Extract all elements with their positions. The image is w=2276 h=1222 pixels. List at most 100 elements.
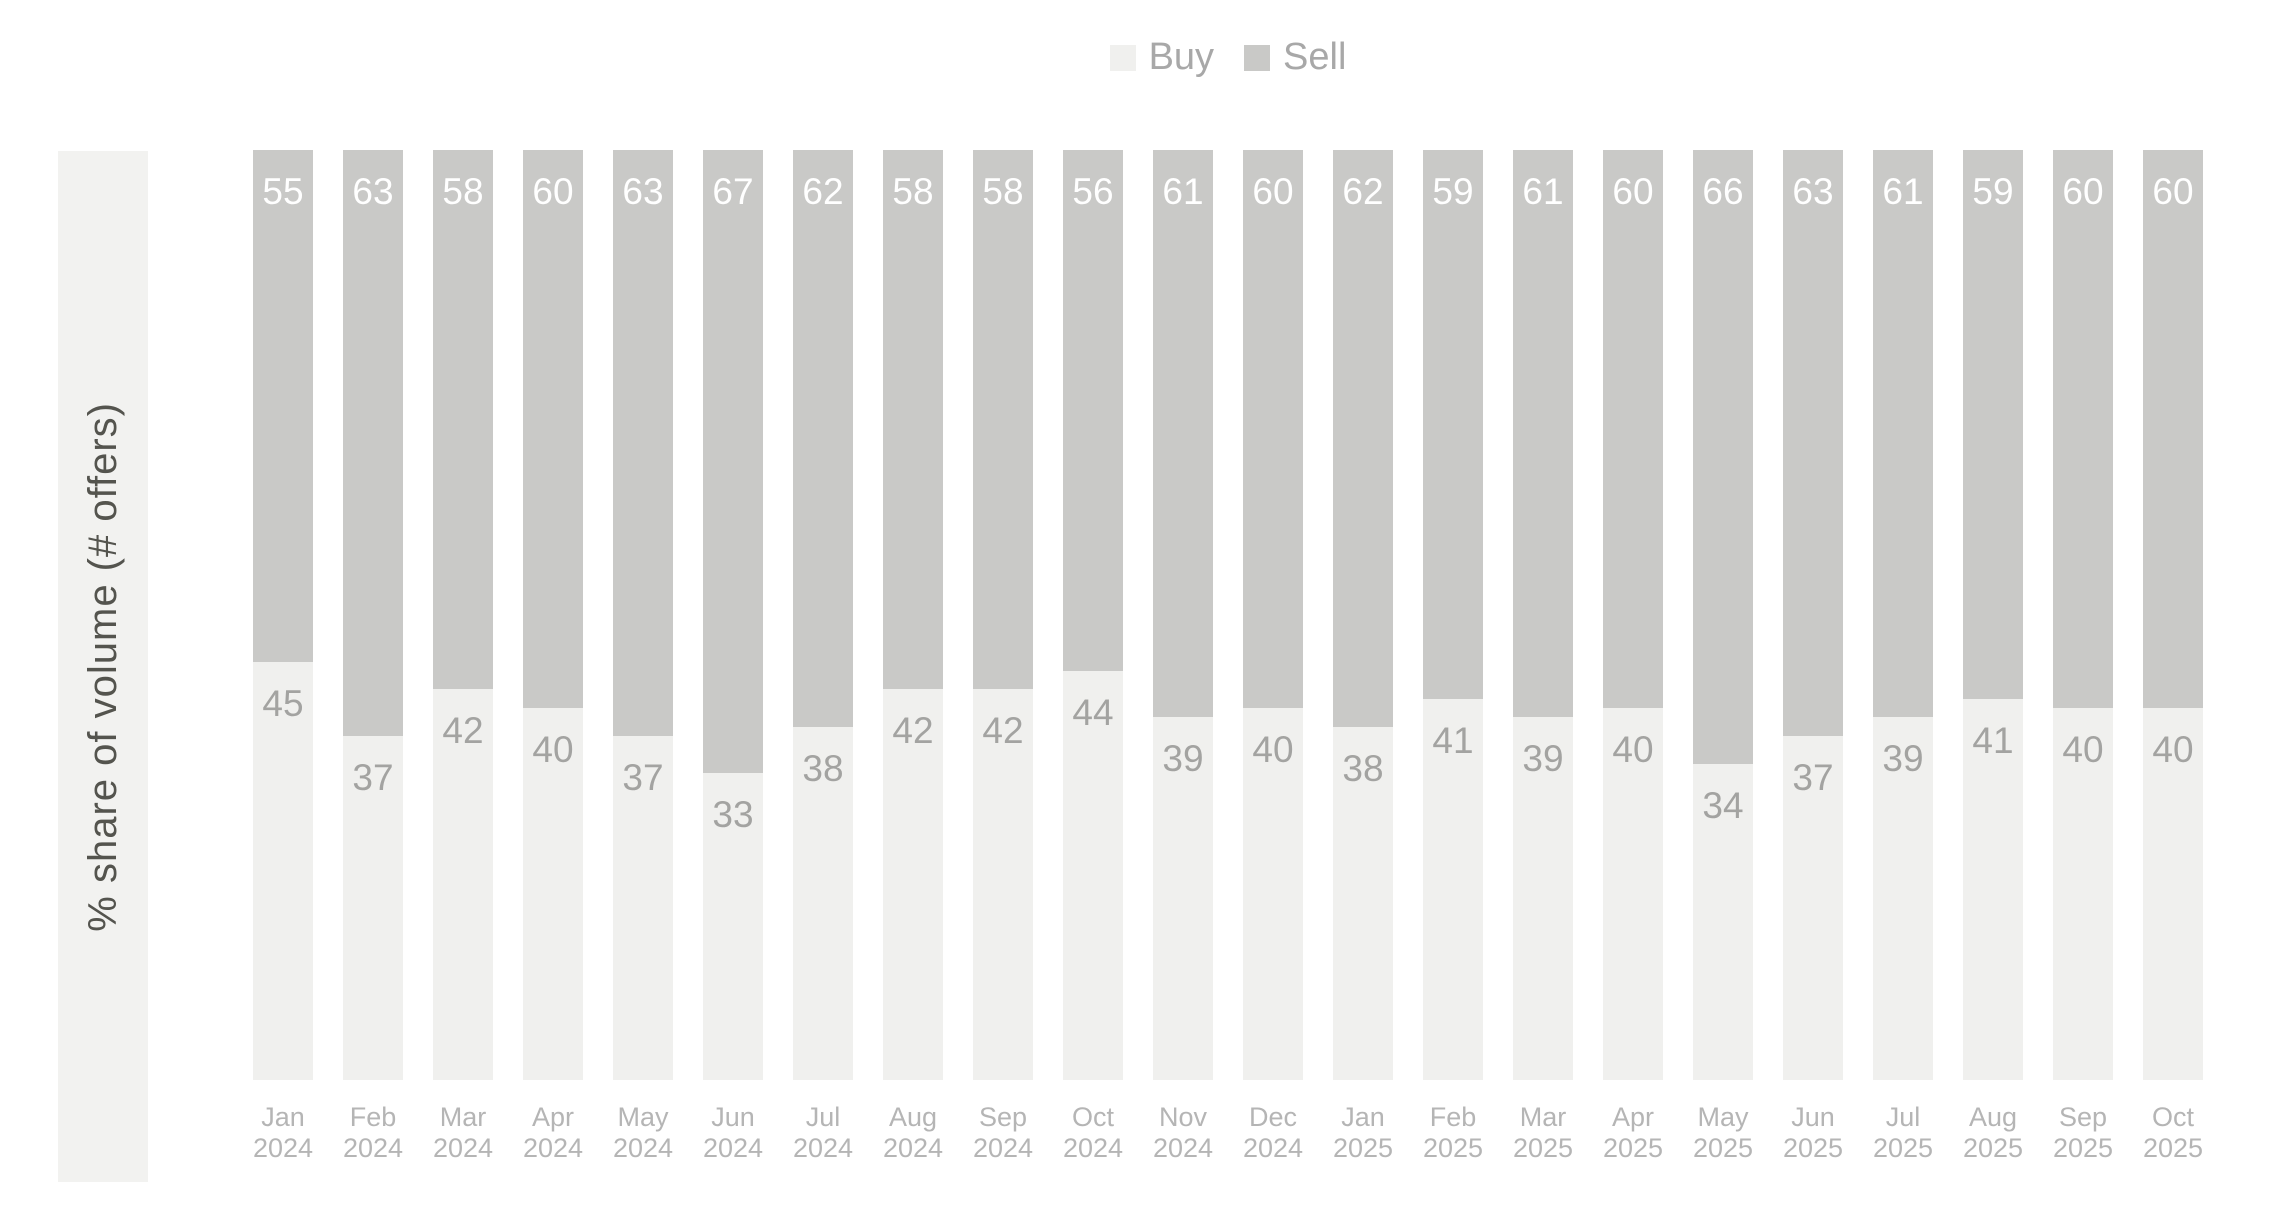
category-year: 2025 [1332,1133,1394,1163]
sell-segment-jul-2024: 62 [793,150,853,727]
sell-segment-aug-2025: 59 [1963,150,2023,699]
sell-segment-jan-2024: 55 [253,150,313,662]
buy-segment-dec-2024: 40 [1243,708,1303,1080]
buy-segment-feb-2025: 41 [1423,698,1483,1080]
sell-segment-apr-2024: 60 [523,150,583,708]
bar-sep-2024: 58 42 Sep 2024 [973,150,1033,1163]
buy-segment-jan-2024: 45 [253,661,313,1080]
y-axis-label: % share of volume (# offers) [80,401,125,932]
bar-aug-2025: 59 41 Aug 2025 [1963,150,2023,1163]
category-label-mar-2024: Mar 2024 [418,1102,508,1164]
sell-segment-apr-2025: 60 [1603,150,1663,708]
category-label-jul-2025: Jul 2025 [1858,1102,1948,1164]
category-label-jun-2025: Jun 2025 [1768,1102,1858,1164]
bar-jan-2025: 62 38 Jan 2025 [1333,150,1393,1163]
buy-segment-jul-2024: 38 [793,726,853,1080]
sell-segment-mar-2024: 58 [433,150,493,690]
category-label-apr-2025: Apr 2025 [1588,1102,1678,1164]
bar-jun-2024: 67 33 Jun 2024 [703,150,763,1163]
category-month: Apr [1611,1102,1655,1132]
category-month: Oct [1071,1102,1114,1132]
category-label-oct-2024: Oct 2024 [1048,1102,1138,1164]
category-month: Feb [349,1102,397,1132]
bar-jun-2025: 63 37 Jun 2025 [1783,150,1843,1163]
buy-segment-mar-2025: 39 [1513,717,1573,1080]
category-year: 2024 [1242,1133,1304,1163]
legend-swatch-buy [1109,44,1136,71]
buy-segment-nov-2024: 39 [1153,717,1213,1080]
y-axis-strip: % share of volume (# offers) [58,151,148,1182]
sell-segment-oct-2025: 60 [2143,150,2203,708]
category-month: May [617,1102,669,1132]
category-label-jun-2024: Jun 2024 [688,1102,778,1164]
sell-segment-jun-2025: 63 [1783,150,1843,736]
bar-jan-2024: 55 45 Jan 2024 [253,150,313,1163]
sell-segment-dec-2024: 60 [1243,150,1303,708]
category-month: Jun [1791,1102,1835,1132]
bar-apr-2024: 60 40 Apr 2024 [523,150,583,1163]
category-month: Sep [2058,1102,2108,1132]
bar-nov-2024: 61 39 Nov 2024 [1153,150,1213,1163]
category-month: Aug [888,1102,938,1132]
sell-segment-aug-2024: 58 [883,150,943,690]
buy-segment-feb-2024: 37 [343,735,403,1080]
category-year: 2024 [432,1133,494,1163]
buy-segment-aug-2025: 41 [1963,698,2023,1080]
category-month: Feb [1429,1102,1477,1132]
category-year: 2024 [792,1133,854,1163]
bar-aug-2024: 58 42 Aug 2024 [883,150,943,1163]
buy-segment-jul-2025: 39 [1873,717,1933,1080]
category-year: 2025 [1602,1133,1664,1163]
legend-swatch-sell [1244,44,1271,71]
category-year: 2024 [1062,1133,1124,1163]
buy-segment-jun-2024: 33 [703,773,763,1080]
legend-label-sell: Sell [1283,36,1347,78]
category-label-jan-2025: Jan 2025 [1318,1102,1408,1164]
category-label-sep-2025: Sep 2025 [2038,1102,2128,1164]
category-year: 2025 [1422,1133,1484,1163]
category-label-nov-2024: Nov 2024 [1138,1102,1228,1164]
buy-segment-oct-2025: 40 [2143,708,2203,1080]
category-year: 2024 [252,1133,314,1163]
category-month: Jun [711,1102,755,1132]
bar-sep-2025: 60 40 Sep 2025 [2053,150,2113,1163]
category-month: Mar [439,1102,487,1132]
category-month: Mar [1519,1102,1567,1132]
sell-segment-may-2025: 66 [1693,150,1753,764]
buy-segment-sep-2024: 42 [973,689,1033,1080]
category-label-oct-2025: Oct 2025 [2128,1102,2218,1164]
bar-jul-2024: 62 38 Jul 2024 [793,150,853,1163]
sell-segment-jul-2025: 61 [1873,150,1933,718]
legend-item-buy: Buy [1109,36,1215,79]
category-month: Apr [531,1102,575,1132]
sell-segment-nov-2024: 61 [1153,150,1213,718]
bar-dec-2024: 60 40 Dec 2024 [1243,150,1303,1163]
category-label-may-2024: May 2024 [598,1102,688,1164]
category-year: 2025 [1512,1133,1574,1163]
category-month: Jul [805,1102,841,1132]
category-label-aug-2024: Aug 2024 [868,1102,958,1164]
buy-segment-apr-2024: 40 [523,708,583,1080]
category-month: Jan [1341,1102,1385,1132]
buy-segment-may-2024: 37 [613,735,673,1080]
bar-jul-2025: 61 39 Jul 2025 [1873,150,1933,1163]
bar-feb-2024: 63 37 Feb 2024 [343,150,403,1163]
legend-label-buy: Buy [1148,36,1215,78]
bar-mar-2024: 58 42 Mar 2024 [433,150,493,1163]
category-month: May [1697,1102,1749,1132]
category-month: Jan [261,1102,305,1132]
plot-area: 55 45 Jan 2024 63 37 Feb 2024 58 42 Mar 2024 60 40 Apr… [253,150,2203,1163]
buy-segment-jun-2025: 37 [1783,735,1843,1080]
category-label-sep-2024: Sep 2024 [958,1102,1048,1164]
category-year: 2024 [882,1133,944,1163]
sell-segment-jun-2024: 67 [703,150,763,774]
category-month: Nov [1158,1102,1207,1132]
category-year: 2024 [702,1133,764,1163]
buy-segment-aug-2024: 42 [883,689,943,1080]
chart-legend: Buy Sell [253,36,2203,79]
buy-segment-mar-2024: 42 [433,689,493,1080]
category-month: Dec [1248,1102,1297,1132]
legend-item-sell: Sell [1244,36,1346,79]
sell-segment-oct-2024: 56 [1063,150,1123,671]
